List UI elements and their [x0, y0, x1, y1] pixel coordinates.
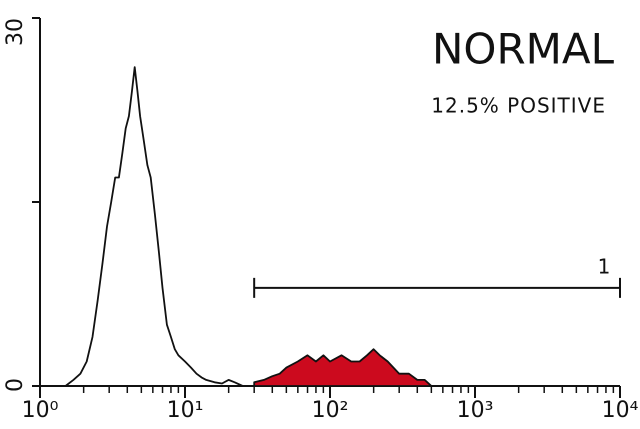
gate-label: 1 [598, 254, 611, 278]
x-tick-label: 10² [312, 398, 349, 423]
chart-title: NORMAL [432, 25, 615, 74]
chart-subtitle: 12.5% POSITIVE [431, 94, 606, 118]
x-tick-label: 10⁰ [22, 398, 59, 423]
x-tick-label: 10¹ [167, 398, 204, 423]
histogram-all [64, 66, 244, 387]
y-tick-label: 30 [3, 18, 28, 46]
histogram-positive [253, 348, 433, 387]
x-tick-label: 10³ [457, 398, 494, 423]
y-tick-label: 0 [3, 378, 28, 392]
x-tick-label: 10⁴ [602, 398, 639, 423]
